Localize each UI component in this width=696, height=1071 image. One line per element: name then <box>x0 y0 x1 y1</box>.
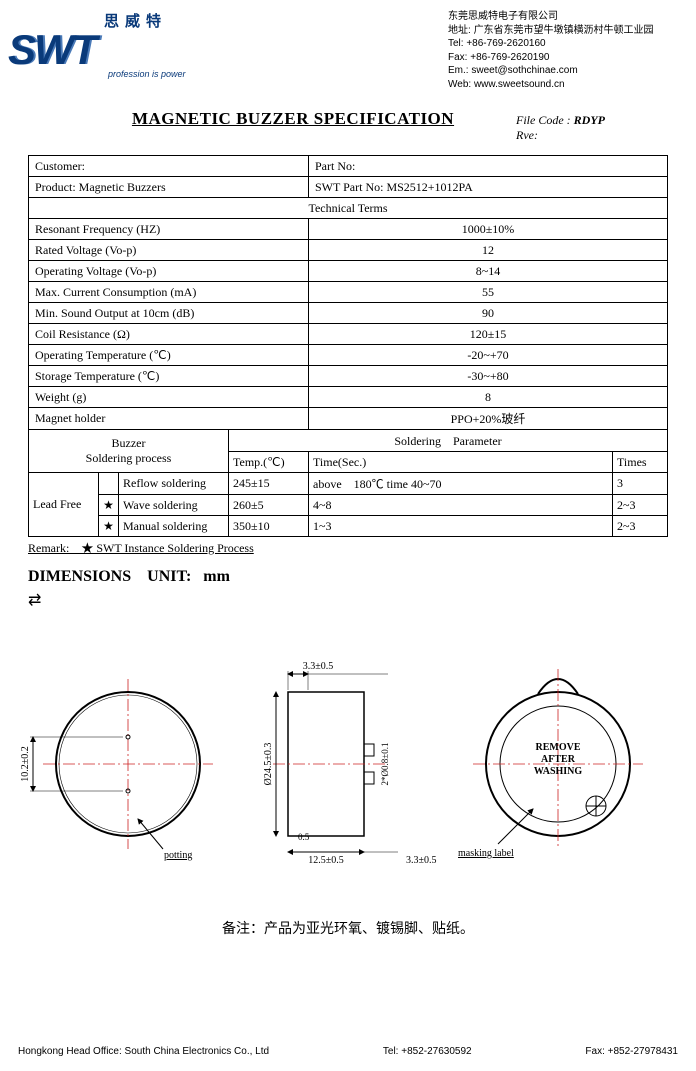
spec-label: Operating Voltage (Vo-p) <box>29 261 309 282</box>
svg-text:3.3±0.5: 3.3±0.5 <box>406 855 437 866</box>
arrows-icon: ⇄ <box>28 590 668 610</box>
dimensions-title: DIMENSIONS UNIT: mm <box>28 568 668 586</box>
svg-text:12.5±0.5: 12.5±0.5 <box>308 855 344 866</box>
tech-header: Technical Terms <box>29 198 668 219</box>
fax-row: Fax: +86-769-2620190 <box>448 51 688 65</box>
product-label: Product: Magnetic Buzzers <box>29 177 309 198</box>
col-temp: Temp.(℃) <box>229 452 309 473</box>
times-cell: 2~3 <box>613 516 668 537</box>
svg-text:AFTER: AFTER <box>541 754 576 765</box>
time-cell: above 180℃ time 40~70 <box>309 473 613 495</box>
spec-value: -20~+70 <box>309 345 668 366</box>
buzzer-process-label: Buzzer Soldering process <box>29 430 229 473</box>
spec-value: 55 <box>309 282 668 303</box>
spec-label: Rated Voltage (Vo-p) <box>29 240 309 261</box>
spec-value: 120±15 <box>309 324 668 345</box>
method-cell: Wave soldering <box>119 495 229 516</box>
swt-part-no: SWT Part No: MS2512+1012PA <box>309 177 668 198</box>
header: 思威特 SWT profession is power 东莞思威特电子有限公司 … <box>0 0 696 95</box>
part-no-label: Part No: <box>309 156 668 177</box>
spec-value: 1000±10% <box>309 219 668 240</box>
company-name: 东莞思威特电子有限公司 <box>448 10 688 24</box>
method-cell: Manual soldering <box>119 516 229 537</box>
svg-text:2*Ø0.8±0.1: 2*Ø0.8±0.1 <box>380 743 390 786</box>
dimension-drawing: 10.2±0.2 potting 3.3±0.5 Ø24.5±0.3 2*Ø0.… <box>18 614 678 894</box>
spec-label: Min. Sound Output at 10cm (dB) <box>29 303 309 324</box>
tel-row: Tel: +86-769-2620160 <box>448 37 688 51</box>
spec-value: 8 <box>309 387 668 408</box>
spec-value: -30~+80 <box>309 366 668 387</box>
spec-label: Resonant Frequency (HZ) <box>29 219 309 240</box>
soldering-param-header: Soldering Parameter <box>229 430 668 452</box>
spec-label: Weight (g) <box>29 387 309 408</box>
customer-label: Customer: <box>29 156 309 177</box>
drawing-area: 10.2±0.2 potting 3.3±0.5 Ø24.5±0.3 2*Ø0.… <box>18 614 678 894</box>
svg-text:WASHING: WASHING <box>534 766 583 777</box>
spec-label: Coil Resistance (Ω) <box>29 324 309 345</box>
star-cell: ★ <box>99 516 119 537</box>
remark: Remark: ★ SWT Instance Soldering Process <box>28 539 668 556</box>
spec-value: 90 <box>309 303 668 324</box>
spec-label: Storage Temperature (℃) <box>29 366 309 387</box>
time-cell: 1~3 <box>309 516 613 537</box>
svg-text:0.5: 0.5 <box>298 832 310 842</box>
company-info: 东莞思威特电子有限公司 地址: 广东省东莞市望牛墩镇横沥村牛顿工业园 Tel: … <box>208 10 688 91</box>
row-customer: Customer: Part No: <box>29 156 668 177</box>
times-cell: 2~3 <box>613 495 668 516</box>
times-cell: 3 <box>613 473 668 495</box>
svg-text:10.2±0.2: 10.2±0.2 <box>20 746 31 782</box>
footer-tel: Tel: +852-27630592 <box>383 1046 472 1057</box>
spec-label: Operating Temperature (℃) <box>29 345 309 366</box>
title-row: MAGNETIC BUZZER SPECIFICATION File Code … <box>0 95 696 149</box>
temp-cell: 260±5 <box>229 495 309 516</box>
footer-office: Hongkong Head Office: South China Electr… <box>18 1046 269 1057</box>
star-cell: ★ <box>99 495 119 516</box>
svg-text:masking label: masking label <box>458 848 514 859</box>
svg-text:3.3±0.5: 3.3±0.5 <box>303 661 334 672</box>
spec-label: Magnet holder <box>29 408 309 430</box>
temp-cell: 350±10 <box>229 516 309 537</box>
svg-text:Ø24.5±0.3: Ø24.5±0.3 <box>263 743 274 786</box>
spec-table: Customer: Part No: Product: Magnetic Buz… <box>28 155 668 537</box>
spec-value: 8~14 <box>309 261 668 282</box>
em-row: Em.: sweet@sothchinae.com <box>448 64 688 78</box>
svg-text:potting: potting <box>164 850 192 861</box>
footer: Hongkong Head Office: South China Electr… <box>0 1046 696 1057</box>
spec-label: Max. Current Consumption (mA) <box>29 282 309 303</box>
method-cell: Reflow soldering <box>119 473 229 495</box>
spec-value: PPO+20%玻纤 <box>309 408 668 430</box>
temp-cell: 245±15 <box>229 473 309 495</box>
row-product: Product: Magnetic Buzzers SWT Part No: M… <box>29 177 668 198</box>
spec-value: 12 <box>309 240 668 261</box>
main-title: MAGNETIC BUZZER SPECIFICATION <box>70 109 516 129</box>
footnote-cn: 备注：产品为亚光环氧、镀锡脚、贴纸。 <box>0 918 696 938</box>
star-cell <box>99 473 119 495</box>
logo-swt: SWT <box>8 31 208 69</box>
col-times: Times <box>613 452 668 473</box>
logo-block: 思威特 SWT profession is power <box>8 10 208 91</box>
address-row: 地址: 广东省东莞市望牛墩镇横沥村牛顿工业园 <box>448 24 688 38</box>
lead-free-label: Lead Free <box>29 473 99 537</box>
footer-fax: Fax: +852-27978431 <box>585 1046 678 1057</box>
col-time: Time(Sec.) <box>309 452 613 473</box>
svg-text:REMOVE: REMOVE <box>536 742 581 753</box>
time-cell: 4~8 <box>309 495 613 516</box>
web-row: Web: www.sweetsound.cn <box>448 78 688 92</box>
file-code: File Code : RDYP Rve: <box>516 113 666 143</box>
